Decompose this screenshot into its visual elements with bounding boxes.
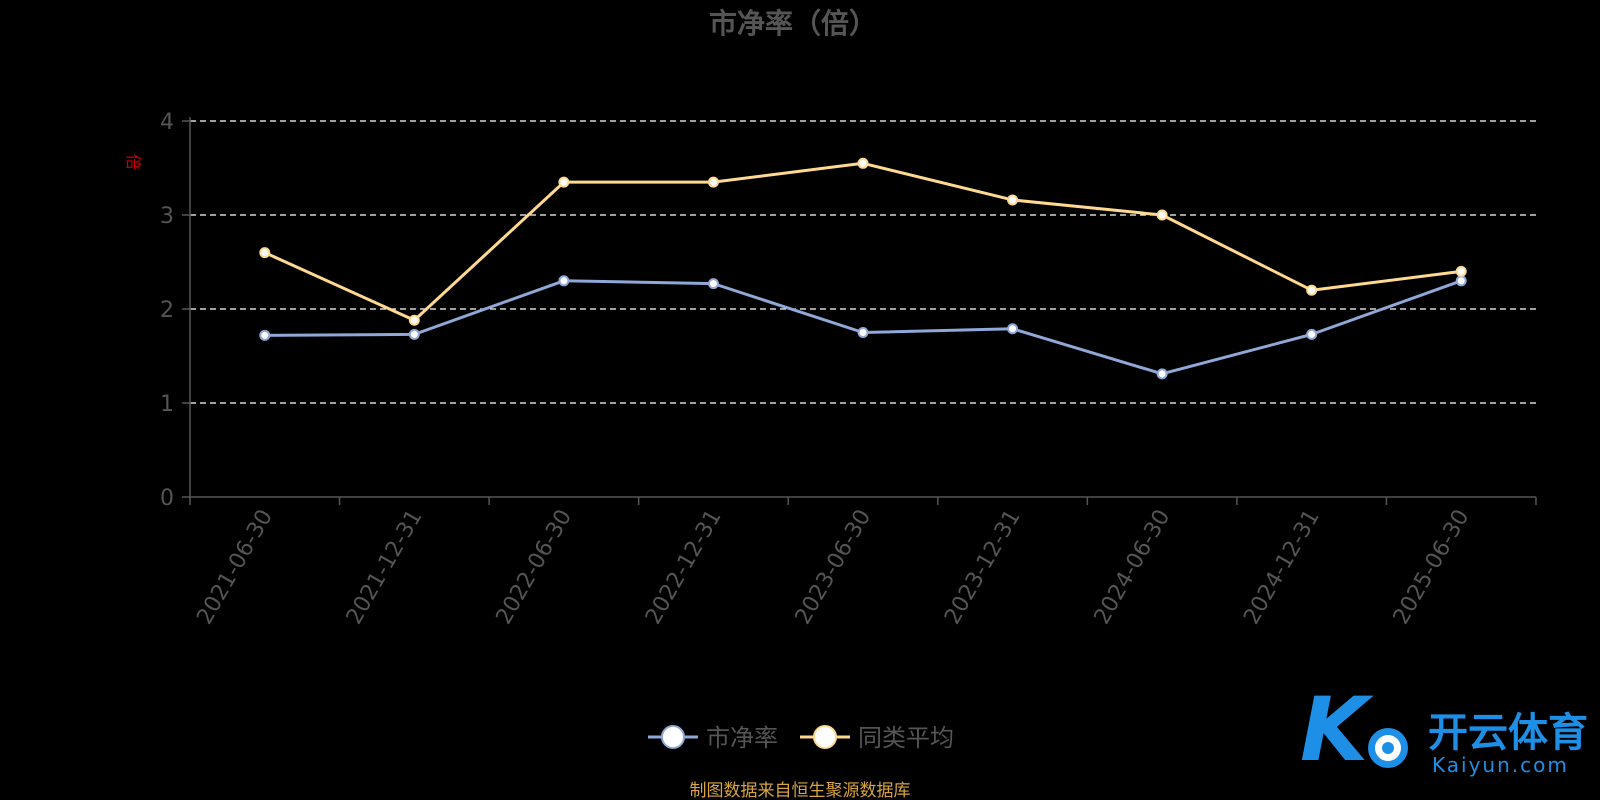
x-tick-label: 2025-06-30	[1389, 506, 1475, 629]
watermark-brand: 开云体育	[1428, 710, 1588, 756]
x-tick-label: 2024-12-31	[1239, 506, 1325, 629]
data-point	[1156, 368, 1168, 380]
x-tick-labels: 2021-06-30 2021-12-31 2022-06-30 2022-12-31…	[192, 506, 1474, 629]
source-note: 制图数据来自恒生聚源数据库	[690, 781, 911, 800]
x-tick-label: 2022-12-31	[641, 506, 727, 629]
legend-item[interactable]: 市净率	[648, 724, 778, 752]
data-point	[707, 176, 719, 188]
data-point	[857, 327, 869, 338]
data-point	[857, 157, 869, 169]
y-axis-unit: 倍	[124, 154, 143, 170]
legend[interactable]: 市净率 同类平均	[648, 724, 954, 752]
data-point	[1306, 328, 1318, 340]
x-tick-label: 2021-06-30	[192, 506, 278, 629]
grid-lines	[190, 120, 1536, 404]
data-point	[1306, 284, 1318, 296]
svg-text:K: K	[1300, 678, 1374, 781]
y-tick-label: 4	[160, 110, 174, 135]
series-lines	[259, 157, 1467, 380]
legend-marker	[813, 725, 837, 749]
data-point	[707, 278, 719, 290]
data-point	[558, 176, 570, 188]
legend-marker	[661, 725, 685, 749]
legend-item[interactable]: 同类平均	[800, 724, 954, 752]
axes	[182, 117, 1537, 505]
watermark-logo: K 开云体育 Kaiyun.com	[1300, 678, 1588, 781]
legend-label: 市净率	[706, 724, 778, 752]
data-point	[558, 275, 570, 287]
y-tick-label: 0	[160, 486, 174, 511]
data-point	[408, 314, 420, 326]
chart-title: 市净率（倍）	[709, 7, 877, 40]
y-tick-label: 1	[160, 392, 174, 417]
data-point	[1156, 209, 1168, 221]
y-tick-label: 2	[160, 298, 174, 323]
data-point	[408, 328, 420, 340]
x-tick-label: 2022-06-30	[492, 506, 578, 629]
data-point	[259, 329, 271, 341]
x-tick-label: 2021-12-31	[342, 506, 428, 629]
data-point	[1007, 323, 1019, 335]
data-point	[1455, 265, 1467, 277]
series-line	[264, 161, 1462, 322]
data-point	[1455, 275, 1467, 287]
watermark-domain: Kaiyun.com	[1432, 753, 1569, 777]
x-tick-label: 2024-06-30	[1090, 506, 1176, 629]
legend-label: 同类平均	[858, 724, 954, 752]
x-tick-label: 2023-12-31	[940, 506, 1026, 629]
data-point	[1007, 194, 1019, 206]
y-tick-labels: 0 1 2 3 4	[160, 110, 174, 511]
x-tick-label: 2023-06-30	[791, 506, 877, 629]
data-point	[259, 247, 271, 259]
y-tick-label: 3	[160, 204, 174, 229]
